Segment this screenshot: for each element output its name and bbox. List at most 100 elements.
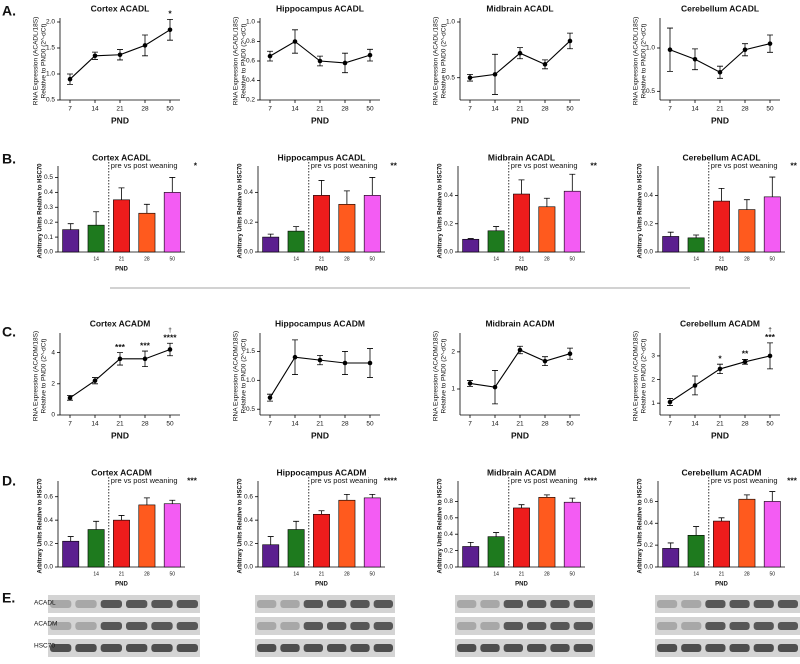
- x-tick-label: 21: [519, 571, 525, 577]
- chart-title: Cortex ACADM: [91, 467, 152, 477]
- blot-band: [503, 644, 523, 652]
- y-axis-label: RNA Expression (ACADL/18S): [633, 17, 640, 106]
- western-blots: [48, 595, 800, 657]
- data-point: [167, 347, 173, 352]
- error-bar: [143, 497, 150, 505]
- y-tick-label: 1.5: [46, 45, 55, 52]
- y-tick-label: 0.2: [246, 97, 255, 104]
- data-point: [667, 399, 673, 405]
- y-tick-label: 0.2: [44, 219, 53, 226]
- x-tick-label: 21: [516, 106, 524, 113]
- error-bar: [169, 177, 176, 193]
- y-tick-label: 0.2: [444, 220, 453, 227]
- error-bar: [67, 536, 74, 542]
- y-axis-label: RNA Expression (ACADM/18S): [33, 331, 40, 421]
- y-tick-label: 0.0: [44, 249, 53, 256]
- bar: [687, 534, 705, 568]
- blot-band: [126, 644, 148, 652]
- y-tick-label: 0.0: [444, 564, 453, 571]
- blot-band: [257, 644, 277, 652]
- data-point: [742, 47, 748, 53]
- bar: [87, 529, 105, 568]
- error-bar: [667, 542, 674, 549]
- blot-band: [373, 622, 393, 630]
- x-axis-label: PND: [315, 267, 328, 273]
- y-tick-label: 0.1: [44, 234, 53, 241]
- blot-band: [280, 600, 300, 608]
- y-axis-label: RNA Expression (ACADL/18S): [33, 17, 40, 106]
- error-bar: [93, 211, 100, 226]
- blot-band: [126, 600, 148, 608]
- blot-band: [257, 600, 277, 608]
- x-tick-label: 14: [291, 421, 299, 428]
- y-tick-label: 0.0: [444, 249, 453, 256]
- x-tick-label: 28: [544, 256, 550, 262]
- bar: [338, 499, 356, 568]
- x-tick-label: 7: [668, 421, 672, 428]
- error-bar: [743, 494, 750, 500]
- bar: [538, 496, 556, 568]
- error-bar: [693, 234, 700, 238]
- divider-label: pre vs post weaning: [511, 476, 578, 485]
- x-tick-label: 28: [541, 106, 549, 113]
- error-bar: [569, 497, 576, 503]
- blot-band: [729, 622, 750, 630]
- blot-band: [350, 600, 370, 608]
- blot-band: [303, 644, 323, 652]
- divider-label: pre vs post weaning: [711, 476, 778, 485]
- y-tick-label: 3: [651, 353, 655, 360]
- y-tick-label: 0.2: [244, 219, 253, 226]
- y-axis-label: Relative to PND0 (2^-dCt): [41, 24, 48, 99]
- blot-band: [457, 622, 477, 630]
- chart-title: Cerebellum ACADL: [681, 3, 759, 13]
- blot-band: [681, 644, 702, 652]
- data-point: [92, 378, 98, 383]
- chart-title: Cerebellum ACADM: [680, 318, 760, 328]
- blot-band: [457, 644, 477, 652]
- data-point: [67, 395, 73, 401]
- x-tick-label: 7: [268, 106, 272, 113]
- x-tick-label: 50: [366, 106, 374, 113]
- y-axis-label: Relative to PND0 (2^-dCt): [241, 24, 248, 99]
- significance: **: [742, 349, 749, 359]
- y-tick-label: 0.0: [244, 564, 253, 571]
- x-tick-label: 50: [770, 256, 776, 262]
- x-axis-label: PND: [715, 582, 728, 588]
- significance: *: [194, 160, 198, 170]
- data-point: [692, 56, 698, 62]
- y-tick-label: 0.4: [644, 520, 653, 527]
- bar: [763, 501, 781, 568]
- blot-band: [327, 622, 347, 630]
- significance: **: [790, 160, 797, 170]
- blot-band: [753, 644, 774, 652]
- chart-title: Midbrain ACADL: [488, 152, 555, 162]
- blot-strip: [655, 617, 800, 635]
- y-tick-label: 0.0: [644, 564, 653, 571]
- blot-band: [280, 644, 300, 652]
- x-tick-label: 14: [493, 256, 499, 262]
- bar: [138, 504, 156, 568]
- error-bar: [143, 203, 150, 214]
- error-bar: [343, 493, 350, 501]
- blot-band: [550, 622, 570, 630]
- bar: [487, 230, 505, 253]
- bar: [687, 237, 705, 253]
- x-axis-label: PND: [315, 582, 328, 588]
- significance: ****: [584, 475, 598, 485]
- x-tick-label: 28: [341, 106, 349, 113]
- error-bar: [318, 510, 325, 515]
- blot-label: HSC70: [34, 643, 55, 650]
- x-tick-label: 21: [116, 421, 124, 428]
- x-tick-label: 28: [541, 421, 549, 428]
- x-tick-label: 14: [293, 571, 299, 577]
- y-axis-label: Arbitrary Units Relative to HSC70: [438, 163, 444, 259]
- y-axis-label: Relative to PND0 (2^-dCt): [641, 24, 648, 99]
- blot-band: [503, 600, 523, 608]
- blot-band: [705, 644, 726, 652]
- blot-band: [657, 600, 678, 608]
- data-line: [469, 349, 571, 388]
- error-bar: [769, 176, 776, 197]
- blot-band: [75, 600, 97, 608]
- panel-letter: B.: [2, 151, 16, 167]
- panel-letter: C.: [2, 324, 16, 340]
